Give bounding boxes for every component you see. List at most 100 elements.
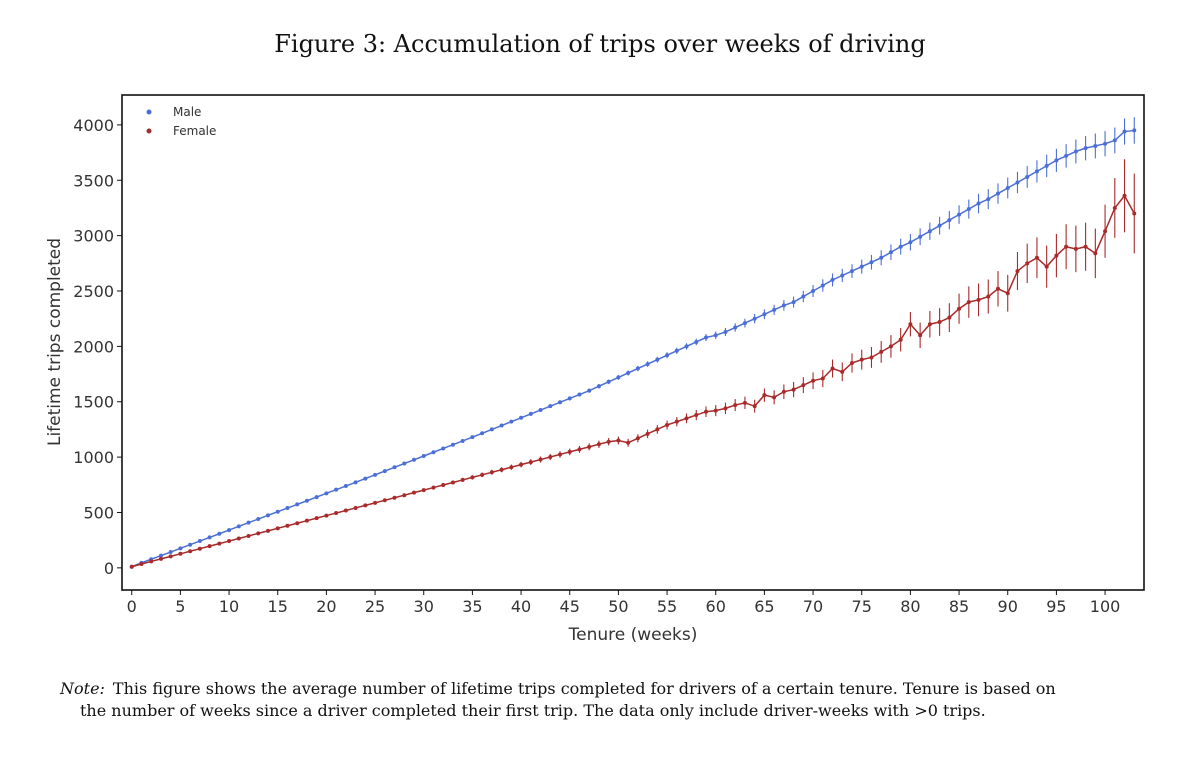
- x-tick-label: 35: [462, 597, 482, 616]
- plot-area: [121, 94, 1145, 591]
- female-data-point: [256, 531, 261, 536]
- female-data-point: [499, 467, 504, 472]
- x-tick-label: 5: [175, 597, 185, 616]
- male-data-point: [1132, 128, 1137, 133]
- female-data-point: [830, 366, 835, 371]
- male-data-point: [898, 244, 903, 249]
- note-line-2: the number of weeks since a driver compl…: [80, 701, 986, 720]
- female-data-point: [820, 376, 825, 381]
- male-data-point: [519, 415, 524, 420]
- female-data-point: [1073, 246, 1078, 251]
- male-data-point: [168, 550, 173, 555]
- male-data-point: [937, 223, 942, 228]
- female-data-point: [1034, 255, 1039, 260]
- x-tick-label: 85: [949, 597, 969, 616]
- male-data-point: [655, 357, 660, 362]
- female-data-point: [158, 556, 163, 561]
- male-data-point: [888, 250, 893, 255]
- female-data-point: [217, 541, 222, 546]
- male-data-point: [713, 333, 718, 338]
- female-data-point: [888, 344, 893, 349]
- x-tick-label: 70: [803, 597, 823, 616]
- female-data-point: [197, 546, 202, 551]
- female-data-point: [733, 403, 738, 408]
- female-data-point: [927, 322, 932, 327]
- male-data-point: [742, 321, 747, 326]
- male-data-point: [606, 379, 611, 384]
- female-data-point: [684, 416, 689, 421]
- male-data-point: [402, 461, 407, 466]
- male-data-point: [1034, 169, 1039, 174]
- male-data-point: [840, 273, 845, 278]
- male-data-point: [762, 312, 767, 317]
- female-data-point: [421, 488, 426, 493]
- x-tick-label: 95: [1046, 597, 1066, 616]
- male-data-point: [1083, 146, 1088, 151]
- male-data-point: [353, 480, 358, 485]
- y-tick-label: 2500: [73, 282, 114, 301]
- female-data-point: [674, 419, 679, 424]
- female-data-point: [918, 333, 923, 338]
- female-data-point: [178, 551, 183, 556]
- male-data-point: [266, 513, 270, 518]
- male-data-point: [421, 454, 426, 459]
- male-data-point: [1122, 129, 1127, 134]
- female-data-point: [509, 465, 514, 470]
- male-data-point: [236, 524, 241, 529]
- male-data-point: [480, 431, 485, 436]
- female-data-point: [713, 408, 718, 413]
- x-tick-label: 65: [754, 597, 774, 616]
- male-data-point: [158, 553, 163, 558]
- male-data-point: [548, 404, 553, 409]
- male-data-point: [538, 408, 543, 413]
- female-data-point: [791, 387, 796, 392]
- male-data-point: [1005, 186, 1010, 191]
- male-data-point: [1054, 158, 1059, 163]
- female-data-point: [519, 462, 524, 467]
- male-data-point: [986, 197, 991, 202]
- male-data-point: [957, 212, 962, 217]
- female-data-point: [869, 355, 874, 360]
- male-data-point: [1064, 153, 1069, 158]
- female-data-point: [1064, 244, 1069, 249]
- male-data-point: [197, 539, 202, 544]
- male-data-point: [1093, 143, 1098, 148]
- y-tick-label: 500: [83, 503, 114, 522]
- male-data-point: [275, 509, 280, 514]
- male-data-point: [830, 277, 835, 282]
- female-data-point: [859, 357, 864, 362]
- series-female: [129, 159, 1137, 569]
- y-tick-label: 2000: [73, 337, 114, 356]
- x-tick-label: 75: [852, 597, 872, 616]
- male-data-point: [188, 542, 193, 547]
- female-data-point: [334, 511, 339, 516]
- female-data-point: [1103, 229, 1108, 234]
- female-data-point: [168, 554, 173, 559]
- y-tick-label: 3000: [73, 227, 114, 246]
- male-data-point: [577, 392, 582, 397]
- female-data-point: [908, 322, 913, 327]
- male-data-point: [723, 329, 728, 334]
- note-lead: Note:: [60, 679, 105, 698]
- male-data-point: [684, 344, 689, 349]
- female-data-point: [236, 536, 241, 541]
- male-data-point: [246, 520, 251, 525]
- female-data-point: [139, 561, 144, 566]
- x-axis-title: Tenure (weeks): [568, 625, 698, 645]
- x-tick-label: 40: [511, 597, 531, 616]
- y-axis: 0 500 1000 1500 2000 2500 3000 3500 4000: [73, 116, 122, 578]
- male-data-point: [178, 546, 183, 551]
- x-tick-label: 55: [657, 597, 677, 616]
- female-data-point: [655, 427, 660, 432]
- male-data-point: [665, 353, 670, 358]
- male-data-point: [927, 229, 932, 234]
- legend-label-female: Female: [173, 124, 216, 138]
- female-data-point: [382, 498, 387, 503]
- female-data-point: [246, 533, 251, 538]
- male-data-point: [256, 517, 261, 522]
- male-series-line: [131, 129, 1135, 568]
- female-data-point: [227, 539, 232, 544]
- female-data-point: [149, 559, 154, 564]
- x-tick-label: 90: [998, 597, 1018, 616]
